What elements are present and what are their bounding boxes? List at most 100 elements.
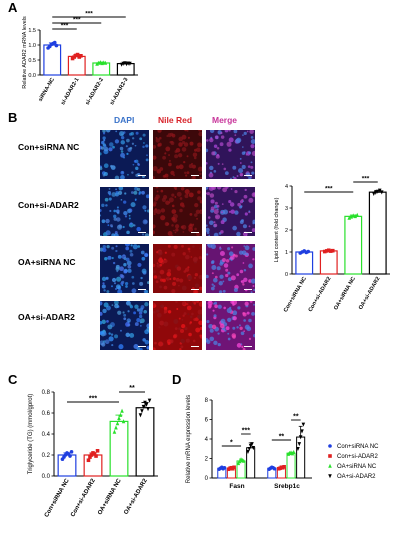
data-point: [68, 454, 72, 458]
cell-spot: [129, 146, 133, 150]
cell-spot: [128, 217, 131, 220]
cell-spot: [236, 326, 239, 329]
cell-spot: [252, 258, 255, 261]
cell-spot: [158, 326, 161, 329]
cell-spot: [101, 203, 105, 208]
cell-spot: [197, 166, 203, 172]
cell-spot: [133, 344, 139, 349]
x-tick-label: Con+siRNA NC: [44, 477, 71, 518]
cell-spot: [124, 282, 129, 286]
cell-spot: [186, 193, 189, 196]
data-point: [128, 61, 132, 66]
cell-spot: [137, 245, 141, 248]
cell-spot: [100, 146, 105, 150]
cell-spot: [158, 257, 164, 264]
cell-spot: [141, 268, 147, 274]
cell-spot: [175, 148, 181, 153]
cell-spot: [112, 261, 116, 265]
cell-spot: [98, 311, 103, 316]
microscopy-tile: [98, 300, 152, 352]
cell-spot: [111, 304, 114, 307]
cell-spot: [182, 314, 185, 317]
cell-spot: [194, 283, 200, 288]
cell-spot: [223, 167, 227, 171]
cell-spot: [222, 280, 225, 283]
y-tick-label: 1: [285, 250, 288, 256]
cell-spot: [161, 197, 166, 202]
significance-label: ***: [242, 428, 250, 435]
cell-spot: [126, 318, 131, 323]
cell-spot: [155, 185, 159, 189]
cell-spot: [101, 342, 106, 347]
cell-spot: [126, 230, 130, 235]
cell-spot: [248, 197, 254, 203]
scale-bar: [138, 231, 146, 233]
cell-spot: [144, 302, 149, 307]
data-point: [118, 412, 123, 417]
cell-spot: [243, 319, 246, 322]
data-point: [241, 458, 246, 463]
y-tick-label: 4: [285, 184, 288, 190]
y-tick-label: 1.5: [28, 28, 36, 34]
cell-spot: [163, 309, 168, 314]
cell-spot: [240, 331, 245, 336]
cell-spot: [211, 151, 216, 156]
cell-spot: [115, 193, 118, 196]
cell-spot: [250, 136, 254, 139]
cell-spot: [217, 342, 221, 347]
cell-spot: [230, 259, 233, 262]
y-tick-label: 0.0: [28, 73, 36, 79]
cell-spot: [187, 274, 192, 280]
cell-spot: [145, 144, 149, 148]
cell-spot: [174, 154, 179, 159]
y-tick-label: 2: [205, 457, 209, 463]
cell-spot: [98, 301, 103, 306]
cell-spot: [108, 336, 114, 342]
cell-spot: [124, 192, 127, 195]
cell-spot: [125, 257, 130, 262]
cell-spot: [243, 194, 248, 199]
cell-spot: [232, 326, 236, 330]
data-point: [52, 40, 57, 45]
cell-spot: [213, 209, 219, 215]
cell-spot: [211, 272, 214, 275]
cell-spot: [243, 268, 247, 272]
microscopy-image: [98, 300, 152, 352]
cell-spot: [250, 165, 254, 169]
cell-spot: [186, 300, 190, 304]
cell-spot: [103, 139, 106, 142]
cell-spot: [109, 142, 114, 147]
cell-spot: [142, 145, 145, 149]
cell-spot: [179, 348, 182, 351]
cell-spot: [116, 276, 122, 282]
y-axis-label: Relative ADAR2 mRNA levels: [22, 16, 28, 89]
cell-spot: [191, 164, 196, 169]
significance-label: ***: [85, 11, 93, 18]
cell-spot: [236, 273, 240, 277]
cell-spot: [205, 274, 209, 279]
cell-spot: [195, 327, 201, 333]
cell-spot: [156, 251, 159, 254]
microscopy-image: [99, 241, 150, 295]
cell-spot: [103, 163, 109, 169]
cell-spot: [130, 222, 133, 225]
cell-spot: [165, 200, 170, 205]
cell-spot: [226, 141, 232, 147]
cell-spot: [99, 331, 103, 335]
cell-spot: [133, 224, 136, 227]
legend-marker: [328, 454, 332, 458]
cell-spot: [227, 277, 232, 282]
cell-spot: [129, 333, 135, 338]
cell-spot: [248, 280, 251, 283]
cell-spot: [206, 231, 210, 235]
cell-spot: [171, 133, 176, 138]
cell-spot: [253, 303, 255, 306]
cell-spot: [244, 212, 248, 216]
cell-spot: [184, 171, 187, 175]
cell-spot: [197, 190, 201, 194]
cell-spot: [180, 225, 184, 229]
cell-spot: [134, 199, 137, 201]
cell-spot: [102, 136, 106, 140]
data-point: [54, 43, 59, 48]
cell-spot: [173, 218, 176, 221]
